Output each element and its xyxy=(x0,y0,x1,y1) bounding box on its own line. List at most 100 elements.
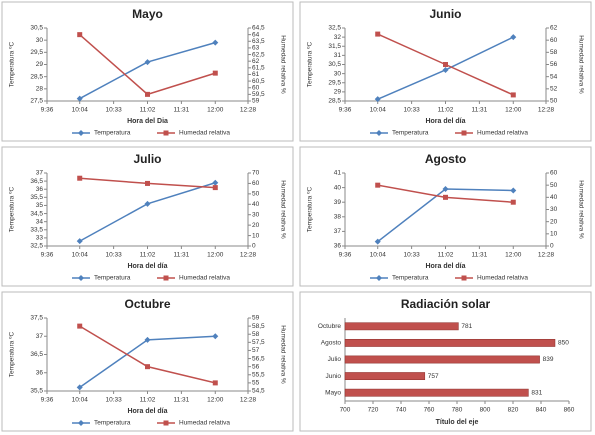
y-tick-label: 28,5 xyxy=(30,73,43,80)
y-tick-label: 33 xyxy=(36,235,44,242)
marker xyxy=(443,194,448,200)
chart-title: Julio xyxy=(133,152,161,166)
y-tick-label: 32,5 xyxy=(328,25,341,32)
marker xyxy=(145,180,150,186)
marker xyxy=(76,95,83,102)
y2-tick-label: 55,5 xyxy=(252,371,265,378)
y2-tick-label: 62,5 xyxy=(252,51,265,58)
x-axis-label: Hora del día xyxy=(425,263,465,270)
y2-tick-label: 59 xyxy=(252,315,260,322)
x-tick-label: 9:36 xyxy=(339,252,352,259)
marker xyxy=(510,187,517,194)
y2-tick-label: 10 xyxy=(252,232,260,239)
x-tick-label: 11:02 xyxy=(438,252,454,259)
y-tick-label: 32 xyxy=(334,34,342,41)
bar xyxy=(344,322,459,331)
y-tick-label: 37 xyxy=(334,228,342,235)
chart-title: Agosto xyxy=(425,152,466,166)
marker xyxy=(376,275,382,281)
x-tick-label: 720 xyxy=(368,407,379,414)
bar xyxy=(344,355,540,364)
x-tick-label: 10:33 xyxy=(105,107,122,114)
marker xyxy=(376,130,382,136)
x-tick-label: 780 xyxy=(452,407,463,414)
x-tick-label: 10:04 xyxy=(72,252,89,259)
x-tick-label: 11:31 xyxy=(471,107,487,114)
marker xyxy=(144,336,151,343)
y-tick-label: 29,5 xyxy=(30,49,43,56)
marker xyxy=(375,31,381,37)
y-tick-label: 36,5 xyxy=(30,178,43,185)
marker xyxy=(77,175,83,181)
value-label: 850 xyxy=(558,340,569,347)
x-tick-label: 12:00 xyxy=(505,252,522,259)
y-tick-label: 28 xyxy=(36,86,44,93)
y2-tick-label: 59,5 xyxy=(252,91,265,98)
y2-tick-label: 58 xyxy=(252,331,260,338)
y2-tick-label: 50 xyxy=(252,191,260,198)
marker xyxy=(375,182,381,188)
y2-tick-label: 56 xyxy=(550,61,558,68)
y2-tick-label: 64 xyxy=(252,31,260,38)
y-tick-label: 35 xyxy=(36,202,44,209)
chart-title: Mayo xyxy=(132,7,163,21)
marker xyxy=(78,420,84,426)
y2-axis-label: Humedad relativa % xyxy=(577,35,584,94)
x-tick-label: 9:36 xyxy=(339,107,352,114)
x-tick-label: 740 xyxy=(396,407,407,414)
marker xyxy=(212,380,218,386)
value-label: 831 xyxy=(531,389,542,396)
y2-tick-label: 55 xyxy=(252,380,260,387)
x-tick-label: 12:28 xyxy=(240,397,257,404)
y2-tick-label: 60 xyxy=(550,170,558,177)
y2-tick-label: 64,5 xyxy=(252,25,265,32)
y-axis-label: Temperatura ºC xyxy=(9,187,16,233)
marker xyxy=(510,34,517,41)
legend-label: Temperatura xyxy=(94,275,131,282)
panel xyxy=(299,146,592,287)
y-tick-label: 36,5 xyxy=(30,351,43,358)
panel xyxy=(1,1,294,142)
marker xyxy=(163,130,169,136)
x-tick-label: 10:04 xyxy=(72,107,89,114)
panel xyxy=(1,291,294,432)
x-tick-label: 10:33 xyxy=(105,252,122,259)
marker xyxy=(144,59,151,66)
chart-title: Junio xyxy=(430,7,462,21)
value-label: 757 xyxy=(428,373,439,380)
x-tick-label: 12:28 xyxy=(240,107,257,114)
panel xyxy=(1,146,294,287)
y-tick-label: 39 xyxy=(334,199,342,206)
y2-tick-label: 62 xyxy=(252,58,260,65)
y2-tick-label: 0 xyxy=(252,243,256,250)
marker xyxy=(145,364,150,370)
x-axis-label: Hora del día xyxy=(127,408,167,415)
marker xyxy=(212,70,218,76)
x-tick-label: 10:04 xyxy=(72,397,89,404)
y-tick-label: 36 xyxy=(36,186,44,193)
x-tick-label: 11:31 xyxy=(471,252,487,259)
chart-title: Radiación solar xyxy=(401,297,491,311)
y-axis-label: Temperatura ºC xyxy=(9,42,16,88)
x-tick-label: 11:31 xyxy=(173,107,189,114)
x-axis-label: Hora del Dia xyxy=(127,118,168,125)
y-tick-label: 37,5 xyxy=(30,315,43,322)
marker xyxy=(374,238,381,245)
y-tick-label: 27,5 xyxy=(30,98,43,105)
y-tick-label: 32,5 xyxy=(30,243,43,250)
marker xyxy=(78,130,84,136)
marker xyxy=(212,39,219,46)
marker xyxy=(442,66,449,73)
marker xyxy=(163,275,169,281)
y2-tick-label: 63,5 xyxy=(252,38,265,45)
y2-tick-label: 60 xyxy=(252,180,260,187)
x-tick-label: 760 xyxy=(424,407,435,414)
y2-tick-label: 54,5 xyxy=(252,388,265,395)
x-tick-label: 10:33 xyxy=(403,252,420,259)
y2-tick-label: 52 xyxy=(550,86,558,93)
y-tick-label: 35,5 xyxy=(30,388,43,395)
legend-label: Temperatura xyxy=(392,275,429,282)
bar xyxy=(344,372,426,381)
x-tick-label: 12:00 xyxy=(207,107,224,114)
